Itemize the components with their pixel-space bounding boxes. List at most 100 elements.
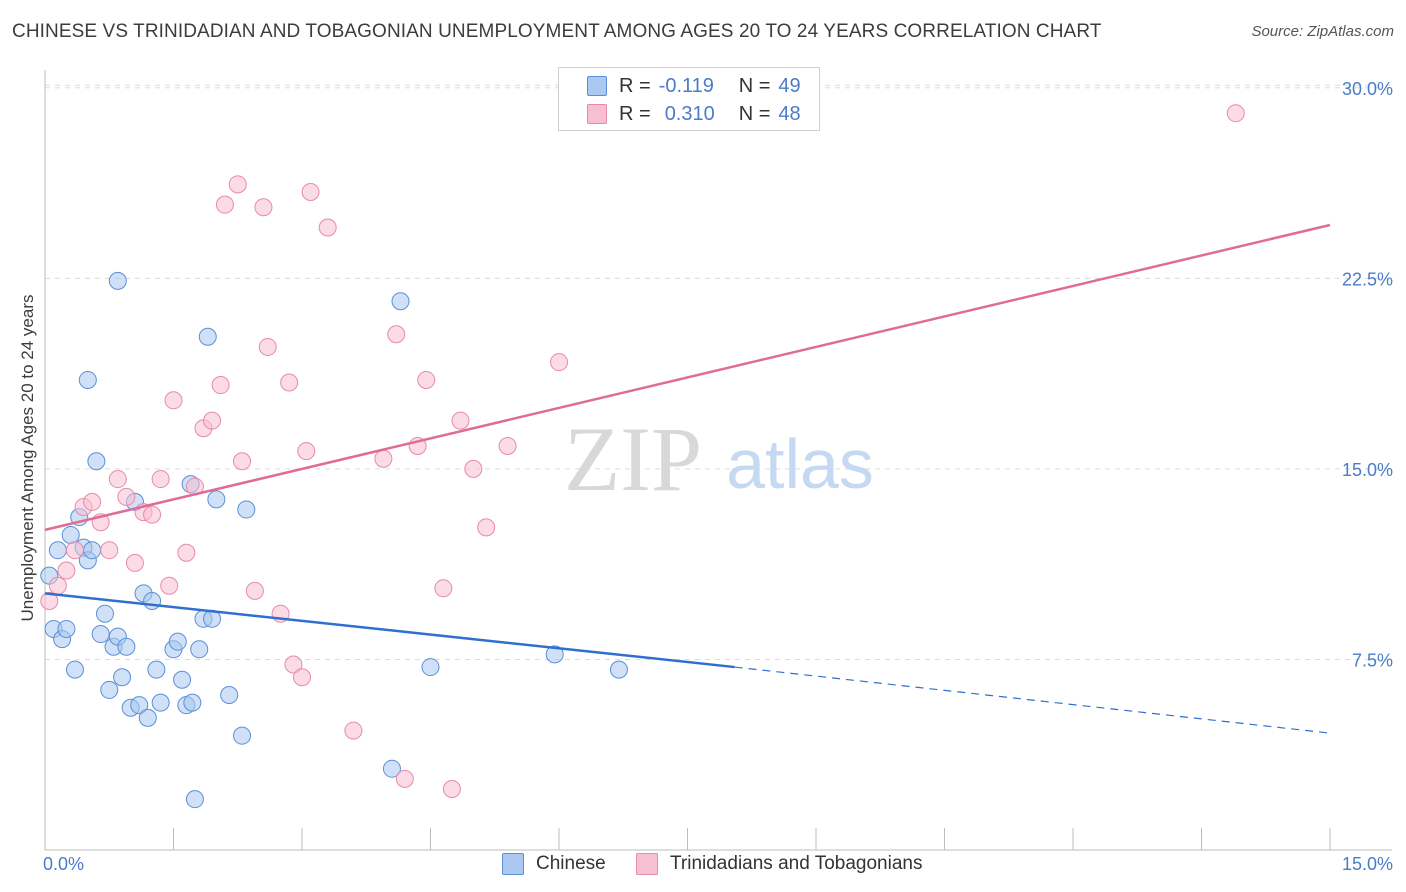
chinese-point [100, 680, 119, 699]
chinese-point [391, 292, 410, 311]
legend-swatch-chinese [502, 853, 524, 875]
chinese-points [40, 271, 628, 809]
chinese-point [61, 525, 80, 544]
chart-title: CHINESE VS TRINIDADIAN AND TOBAGONIAN UN… [12, 21, 1102, 42]
legend-swatch-chinese [587, 76, 607, 96]
trinidad-point [160, 576, 179, 595]
chinese-point [207, 490, 226, 509]
trinidad-point [100, 541, 119, 560]
chinese-point [130, 696, 149, 715]
chinese-point [545, 645, 564, 664]
n-label: N = [738, 74, 771, 97]
trinidad-point [293, 668, 311, 687]
r-label: R = [619, 74, 651, 97]
trinidad-point [65, 541, 84, 560]
trinidad-point [177, 543, 196, 562]
legend-swatch-trinidad [587, 104, 607, 124]
trinidad-point [164, 391, 183, 410]
trinidad-point [57, 561, 76, 580]
legend-label-trinidad: Trinidadians and Tobagonians [670, 853, 923, 874]
chinese-point [185, 790, 204, 809]
legend-row-chinese: R = -0.119 N = 49 [619, 74, 801, 98]
chinese-point [237, 500, 256, 519]
chinese-point [220, 686, 239, 705]
series-legend-chinese: Chinese [502, 852, 606, 876]
x-tick-label: 15.0% [1342, 854, 1393, 874]
trinidad-point [284, 655, 303, 674]
trinidad-point [318, 218, 337, 237]
chinese-point [78, 370, 97, 389]
trinidad-point [395, 769, 414, 788]
trinidad-point [1226, 104, 1245, 123]
trinidad-point [442, 780, 461, 799]
chinese-point [173, 670, 192, 689]
chinese-point [87, 452, 106, 471]
chinese-point [183, 693, 202, 712]
y-tick-label: 7.5% [1352, 650, 1393, 670]
trend-lines [44, 223, 1331, 734]
legend-label-chinese: Chinese [536, 853, 606, 874]
chinese-point [143, 592, 162, 611]
trinidad-point [215, 195, 234, 214]
series-legend-trinidad: Trinidadians and Tobagonians [636, 852, 922, 876]
watermark-atlas: atlas [726, 425, 874, 503]
y-tick-label: 22.5% [1342, 269, 1393, 289]
trinidad-point [451, 411, 470, 430]
chinese-point [421, 658, 440, 677]
r-value: 0.310 [664, 102, 715, 125]
trinidad-point [245, 581, 264, 600]
grid-lines [45, 84, 1392, 660]
chinese-point [198, 327, 217, 346]
trinidad-point [125, 553, 144, 572]
trinidad-point [344, 721, 363, 740]
trinidad-point [228, 175, 247, 194]
chinese-point [151, 693, 170, 712]
y-tick-label: 30.0% [1342, 79, 1393, 99]
chinese-point [190, 640, 209, 659]
chinese-point [113, 668, 132, 687]
chinese-trend-line [44, 592, 735, 669]
chinese-point [138, 708, 157, 727]
chinese-point [168, 632, 187, 651]
stats-legend: R = -0.119 N = 49 R = 0.310 N = 48 [558, 67, 820, 131]
trinidad-point [40, 592, 59, 611]
chinese-point [233, 726, 252, 745]
trinidad-point [280, 373, 299, 392]
trinidad-point [108, 470, 127, 489]
chinese-point [65, 660, 84, 679]
legend-row-trinidad: R = 0.310 N = 48 [619, 102, 801, 126]
chinese-trend-extension [734, 666, 1331, 734]
trinidad-points [40, 104, 1245, 799]
chinese-point [147, 660, 166, 679]
trinidad-point [464, 459, 483, 478]
trinidad-point [143, 505, 162, 524]
trinidad-trend-line [44, 223, 1331, 532]
trinidad-point [83, 492, 102, 511]
r-value: -0.119 [658, 74, 714, 97]
trinidad-point [301, 182, 320, 201]
chinese-point [95, 604, 114, 623]
x-tick-labels: 0.0% 15.0% [43, 854, 1393, 874]
legend-swatch-trinidad [636, 853, 658, 875]
trinidad-point [374, 449, 393, 468]
trinidad-point [254, 198, 273, 217]
n-label: N = [738, 102, 771, 125]
chinese-point [117, 637, 136, 656]
trinidad-point [550, 353, 568, 372]
trinidad-point [498, 437, 517, 456]
trinidad-point [417, 370, 436, 389]
chinese-point [91, 625, 110, 644]
trinidad-point [117, 487, 136, 506]
trinidad-point [48, 576, 67, 595]
chinese-point [609, 660, 628, 679]
chinese-point [48, 541, 67, 560]
source-credit: Source: ZipAtlas.com [1251, 23, 1394, 40]
r-label: R = [619, 102, 651, 125]
trinidad-point [211, 376, 230, 395]
y-tick-labels: 7.5% 15.0% 22.5% 30.0% [1342, 79, 1393, 671]
chinese-point [83, 541, 102, 560]
trinidad-point [233, 452, 252, 471]
n-value: 49 [778, 74, 801, 97]
trinidad-point [203, 411, 222, 430]
